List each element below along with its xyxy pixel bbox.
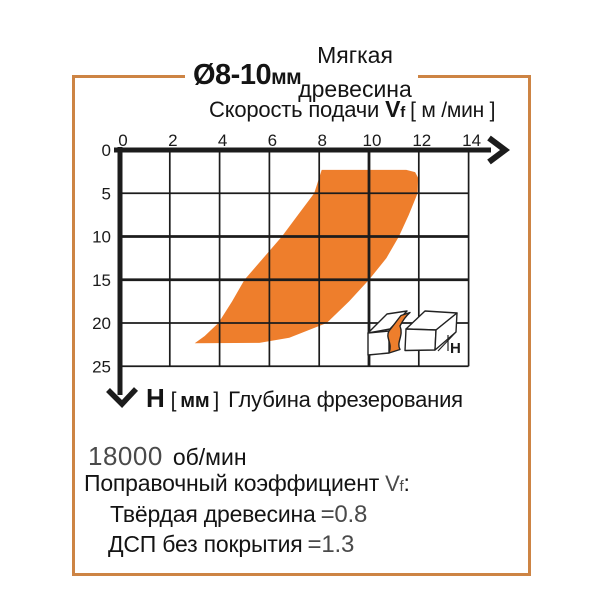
icon-groove	[387, 311, 411, 354]
icon-right-block-front	[404, 328, 437, 352]
x-tick-label: 10	[363, 131, 382, 150]
x-tick-label: 12	[412, 131, 431, 150]
depth-bracket-open: [	[170, 389, 177, 412]
feed-symbol-subscript: f	[400, 104, 406, 121]
correction-coefficient-title: Поправочный коэффициент Vf:	[84, 470, 410, 497]
depth-unit: мм	[180, 390, 210, 412]
coeff-colon: :	[403, 470, 410, 496]
icon-left-block-top	[367, 310, 408, 334]
chart-layers: 0 2 4 6 8 10 12 14 0 5 10 15 20 25	[92, 131, 510, 408]
chipboard-coefficient-line: ДСП без покрытия =1.3	[108, 531, 354, 559]
material-title: Мягкая древесина	[288, 38, 422, 106]
x-tick-label: 6	[268, 131, 277, 150]
y-tick-label: 10	[92, 228, 111, 247]
hardwood-label: Твёрдая древесина	[110, 501, 316, 527]
rpm-line: 18000 об/мин	[88, 441, 247, 472]
x-tick-label: 4	[218, 131, 227, 150]
y-tick-label: 5	[102, 184, 111, 203]
x-tick-label: 0	[118, 131, 127, 150]
y-axis-arrow-icon	[106, 387, 139, 408]
x-axis-title: Скорость подачи Vf[ м /мин ]	[209, 96, 495, 123]
icon-left-block-front	[367, 330, 390, 356]
chipboard-value: =1.3	[307, 531, 355, 558]
depth-bracket-close: ]	[213, 389, 220, 412]
depth-label: Глубина фрезерования	[228, 387, 463, 412]
rpm-unit: об/мин	[172, 444, 247, 470]
coeff-symbol: V	[385, 471, 400, 496]
x-tick-label: 14	[462, 131, 481, 150]
material-line-1: Мягкая	[317, 42, 393, 68]
icon-depth-label: H	[450, 340, 461, 357]
diameter-unit: мм	[271, 66, 302, 89]
feed-label: Скорость подачи	[209, 97, 380, 122]
milling-depth-icon: H	[367, 310, 461, 357]
x-tick-label: 8	[317, 131, 326, 150]
y-axis-title: H[мм] Глубина фрезерования	[146, 383, 463, 414]
icon-depth-diagonal	[437, 331, 457, 352]
material-line-2: древесина	[298, 76, 412, 102]
y-tick-label: 15	[92, 271, 111, 290]
feed-unit: [ м /мин ]	[410, 99, 496, 122]
coeff-label: Поправочный коэффициент	[84, 470, 380, 496]
rpm-value: 18000	[88, 441, 163, 471]
y-tick-label: 20	[92, 314, 111, 333]
x-tick-label: 2	[168, 131, 177, 150]
chipboard-label: ДСП без покрытия	[108, 531, 303, 557]
hardwood-value: =0.8	[320, 501, 368, 528]
y-tick-label: 0	[102, 141, 111, 160]
coeff-symbol-subscript: f	[399, 478, 404, 495]
frame-title-gap	[185, 72, 418, 81]
diameter-value: Ø8-10	[193, 59, 272, 91]
hardwood-coefficient-line: Твёрдая древесина =0.8	[110, 501, 367, 529]
feed-rate-band	[194, 169, 419, 344]
feed-symbol: V	[385, 96, 401, 122]
y-tick-label: 25	[92, 357, 111, 376]
depth-symbol: H	[146, 383, 165, 413]
diameter-title: Ø8-10мм	[193, 59, 302, 92]
x-axis-arrow-icon	[487, 135, 510, 165]
